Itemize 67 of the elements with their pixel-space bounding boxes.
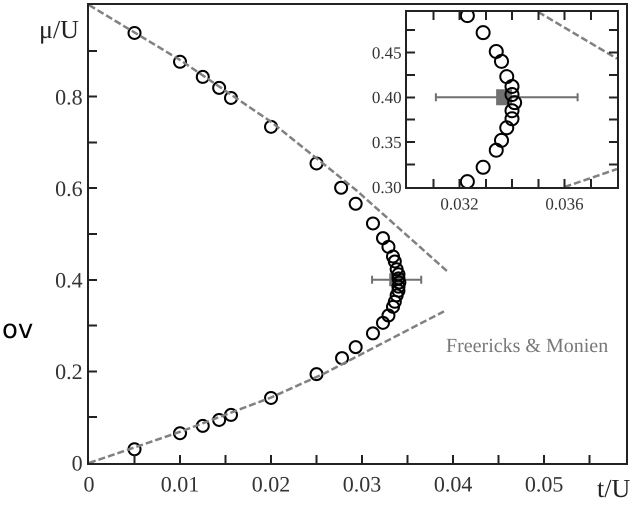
x-tick-label: 0.05 — [524, 471, 564, 496]
point — [381, 240, 396, 254]
x-tick-label: 0.04 — [434, 471, 472, 496]
point — [212, 412, 226, 427]
point — [390, 288, 404, 302]
point — [499, 120, 514, 136]
point — [476, 25, 491, 40]
y-tick-label: 0.30 — [372, 178, 402, 197]
point — [390, 262, 404, 276]
point — [128, 26, 142, 40]
point — [386, 249, 400, 264]
y-tick-label: 0.4 — [55, 268, 83, 292]
point — [386, 300, 400, 314]
point — [460, 174, 475, 187]
point — [224, 408, 238, 422]
point — [376, 316, 390, 330]
point — [504, 87, 520, 102]
y-tick-label: 0.35 — [372, 133, 402, 152]
point — [494, 54, 509, 69]
point — [173, 54, 188, 69]
point — [334, 180, 348, 195]
point — [381, 308, 396, 323]
point — [488, 142, 504, 158]
point — [391, 267, 406, 282]
point — [348, 340, 363, 354]
y-tick-label: 0 — [72, 450, 83, 476]
point — [224, 90, 238, 105]
point — [128, 442, 142, 456]
point — [173, 426, 188, 440]
x-tick-label: 0.01 — [160, 471, 200, 496]
point — [335, 351, 350, 366]
point — [476, 160, 491, 175]
x-axis-title: t/U — [597, 474, 630, 503]
point — [366, 326, 380, 340]
point — [388, 294, 402, 309]
line-series — [89, 310, 446, 463]
x-tick-label: 0.03 — [342, 471, 382, 496]
point — [196, 418, 210, 433]
point — [388, 254, 402, 268]
point — [264, 390, 278, 405]
point — [392, 276, 406, 290]
point — [212, 80, 226, 95]
point — [499, 69, 514, 84]
y-tick-label: 0.6 — [55, 176, 83, 201]
point — [264, 120, 278, 134]
text: ov — [2, 315, 34, 345]
point — [504, 103, 520, 118]
annotation: Freericks & Monien — [446, 335, 608, 357]
point — [494, 132, 509, 148]
y-axis-title: μ/U — [39, 15, 80, 44]
x-tick-label: 0.032 — [440, 194, 479, 214]
point — [310, 156, 324, 170]
x-tick-label: 0.036 — [545, 194, 584, 214]
point — [504, 78, 520, 94]
y-tick-label: 0.2 — [55, 359, 83, 384]
point — [196, 70, 210, 84]
point — [488, 44, 504, 59]
point — [310, 367, 324, 382]
y-tick-label: 0.8 — [55, 84, 83, 110]
point — [504, 111, 520, 126]
point — [507, 95, 522, 110]
x-tick-label: 0.02 — [252, 471, 290, 496]
y-tick-label: 0.45 — [372, 43, 402, 62]
y-tick-label: 0.40 — [372, 88, 402, 108]
point — [366, 216, 380, 230]
point — [376, 231, 390, 246]
point — [348, 196, 363, 211]
